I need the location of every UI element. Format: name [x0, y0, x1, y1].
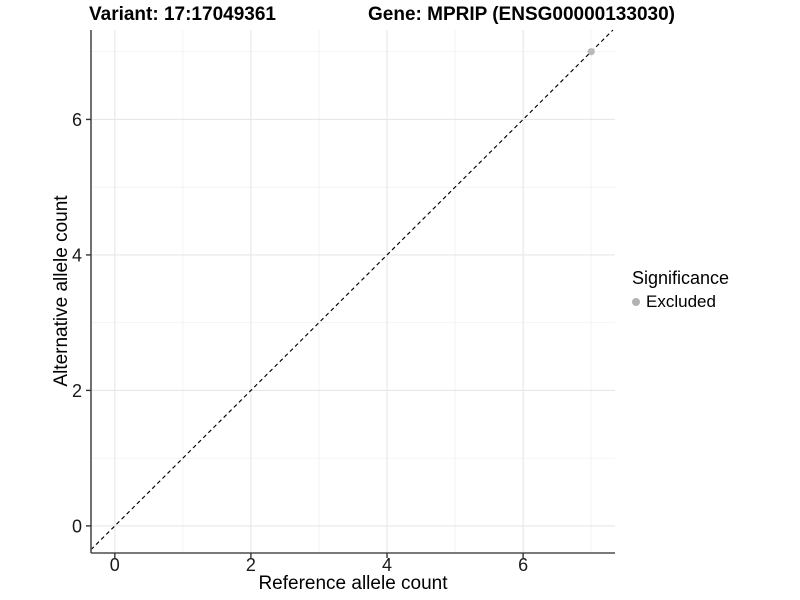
y-tick-label: 6 — [72, 110, 82, 130]
plot-title-variant: Variant: 17:17049361 — [89, 4, 276, 25]
legend-title: Significance — [632, 268, 730, 288]
plot-title-gene: Gene: MPRIP (ENSG00000133030) — [368, 4, 675, 25]
x-tick-label: 4 — [382, 555, 392, 575]
data-point — [587, 48, 595, 56]
panel-background — [91, 30, 615, 553]
legend: Significance Excluded — [632, 268, 729, 312]
x-tick-label: 0 — [110, 555, 120, 575]
identity-dashed-line — [90, 29, 614, 551]
x-tick-label: 2 — [246, 555, 256, 575]
legend-point-icon — [632, 298, 640, 306]
legend-item-label: Excluded — [646, 292, 716, 311]
y-axis-title: Alternative allele count — [51, 195, 72, 387]
y-tick-label: 4 — [72, 245, 82, 265]
legend-item-excluded: Excluded — [632, 292, 729, 312]
x-axis-title: Reference allele count — [258, 573, 448, 594]
x-tick-label: 6 — [518, 555, 528, 575]
y-tick-label: 2 — [72, 381, 82, 401]
y-tick-label: 0 — [72, 516, 82, 536]
